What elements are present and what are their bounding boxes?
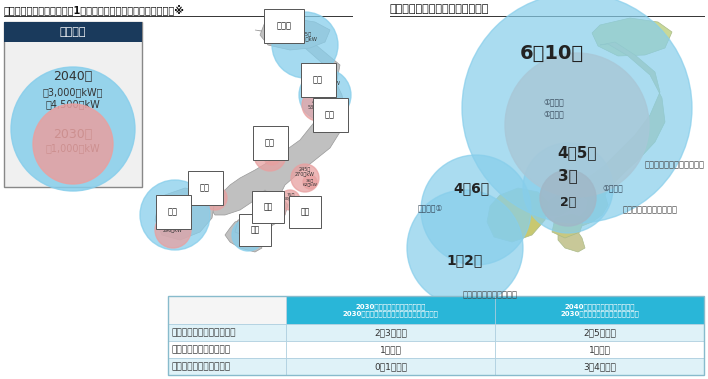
Polygon shape (545, 42, 665, 252)
FancyBboxPatch shape (168, 341, 286, 358)
Circle shape (407, 190, 523, 306)
FancyBboxPatch shape (286, 358, 495, 375)
Polygon shape (210, 30, 345, 252)
Circle shape (232, 219, 264, 251)
FancyBboxPatch shape (495, 341, 704, 358)
Text: 245～
270万kW: 245～ 270万kW (295, 167, 315, 177)
Text: 775～
1190万kW: 775～ 1190万kW (163, 200, 188, 211)
Text: 中国、四国、九州エリア: 中国、四国、九州エリア (462, 290, 518, 299)
Text: 2040年: 2040年 (53, 70, 93, 83)
Polygon shape (235, 215, 270, 238)
FancyBboxPatch shape (168, 358, 286, 375)
Circle shape (303, 175, 317, 189)
Text: 2港: 2港 (560, 196, 576, 208)
Text: 30～
60万kW: 30～ 60万kW (207, 189, 222, 197)
Text: 3港: 3港 (558, 169, 578, 183)
Circle shape (155, 212, 191, 248)
Text: 1港程度: 1港程度 (379, 345, 401, 354)
Text: 北九州港①: 北九州港① (418, 204, 443, 213)
FancyBboxPatch shape (4, 22, 142, 187)
Circle shape (523, 143, 613, 233)
Text: 関西: 関西 (263, 202, 273, 211)
Circle shape (203, 186, 227, 210)
Circle shape (140, 180, 210, 250)
Text: 955～
1465万kW: 955～ 1465万kW (292, 31, 317, 42)
FancyBboxPatch shape (495, 296, 704, 324)
Text: 2～5港程度: 2～5港程度 (583, 328, 616, 337)
Circle shape (269, 204, 285, 220)
Circle shape (272, 12, 338, 78)
Circle shape (299, 69, 351, 121)
Text: 6～10港: 6～10港 (520, 44, 584, 63)
Text: 東京、中部、関西エリア: 東京、中部、関西エリア (172, 345, 231, 354)
Polygon shape (592, 18, 672, 56)
Text: 地域別の基地港湾の必要数の目安: 地域別の基地港湾の必要数の目安 (390, 4, 489, 14)
Text: 北陸: 北陸 (265, 138, 275, 147)
Circle shape (33, 104, 113, 184)
FancyBboxPatch shape (286, 296, 495, 324)
Circle shape (280, 190, 300, 210)
Text: 2030年目標達成に必要となる、
2030年までに新たに供用開始する基地港湾数: 2030年目標達成に必要となる、 2030年までに新たに供用開始する基地港湾数 (343, 303, 438, 317)
Circle shape (11, 67, 135, 191)
Text: 約1,000万kW: 約1,000万kW (46, 143, 101, 153)
Circle shape (540, 170, 596, 226)
Polygon shape (552, 214, 584, 238)
Polygon shape (487, 188, 548, 242)
FancyBboxPatch shape (168, 324, 286, 341)
Text: 7万～45万kW: 7万～45万kW (261, 155, 284, 159)
Text: 1港程度: 1港程度 (588, 345, 610, 354)
Text: 中国、四国、九州エリア: 中国、四国、九州エリア (172, 362, 231, 371)
Text: 九州: 九州 (168, 207, 178, 216)
Text: 東京: 東京 (325, 111, 335, 119)
Text: 590～900万kW: 590～900万kW (309, 80, 341, 86)
FancyBboxPatch shape (4, 22, 142, 42)
Text: 約4,500万kW: 約4,500万kW (45, 99, 101, 109)
FancyBboxPatch shape (495, 324, 704, 341)
Circle shape (462, 0, 692, 223)
Text: 四国: 四国 (251, 226, 260, 235)
Text: 0～1港程度: 0～1港程度 (374, 362, 407, 371)
FancyBboxPatch shape (495, 358, 704, 375)
Text: ①秋田港: ①秋田港 (543, 110, 564, 119)
Circle shape (291, 164, 319, 192)
Text: 75～
90万kW: 75～ 90万kW (283, 192, 299, 200)
Text: 36～
62万kW: 36～ 62万kW (302, 178, 317, 186)
Text: 北海道: 北海道 (277, 22, 292, 30)
Text: 導入目標: 導入目標 (59, 27, 86, 37)
Text: 東京、中部、関西エリア: 東京、中部、関西エリア (623, 205, 678, 215)
Text: 4～5港: 4～5港 (557, 146, 597, 160)
Circle shape (254, 139, 286, 171)
Text: 110～
170万kW: 110～ 170万kW (239, 227, 259, 237)
Circle shape (505, 53, 649, 197)
Polygon shape (260, 18, 330, 50)
FancyBboxPatch shape (168, 296, 286, 324)
FancyBboxPatch shape (286, 324, 495, 341)
Text: 407～
532万kW: 407～ 532万kW (308, 100, 328, 110)
FancyBboxPatch shape (286, 341, 495, 358)
Text: 2040年目標達成に必要となる、
2030年以降更に追加する基地港湾数: 2040年目標達成に必要となる、 2030年以降更に追加する基地港湾数 (560, 303, 639, 317)
Circle shape (421, 155, 531, 265)
Text: 洋上風力産業ビジョン（第1次）で示された地域別導入イメージ※: 洋上風力産業ビジョン（第1次）で示された地域別導入イメージ※ (4, 4, 185, 15)
Text: 222～
296万kW: 222～ 296万kW (163, 222, 183, 233)
Text: 1～2港: 1～2港 (447, 253, 483, 267)
Text: ①能代港: ①能代港 (543, 97, 564, 106)
Text: 東北: 東北 (313, 75, 323, 85)
Text: 2～3港程度: 2～3港程度 (374, 328, 407, 337)
Text: 中部: 中部 (300, 207, 309, 216)
Text: 3～4港程度: 3～4港程度 (583, 362, 616, 371)
Text: 北海道、東北、北陸エリア: 北海道、東北、北陸エリア (645, 160, 705, 169)
Text: 85～
197万kW: 85～ 197万kW (260, 145, 280, 155)
Text: 4～6港: 4～6港 (453, 181, 489, 195)
Text: 2030年: 2030年 (53, 127, 93, 141)
Text: 約3,000万kW～: 約3,000万kW～ (42, 87, 103, 97)
Text: ①鹿島港: ①鹿島港 (602, 183, 623, 193)
Circle shape (302, 89, 334, 121)
Text: 中国: 中国 (200, 183, 210, 193)
Circle shape (264, 149, 280, 165)
Polygon shape (155, 188, 215, 240)
Text: 北海道、東北、北陸エリア: 北海道、東北、北陸エリア (172, 328, 236, 337)
